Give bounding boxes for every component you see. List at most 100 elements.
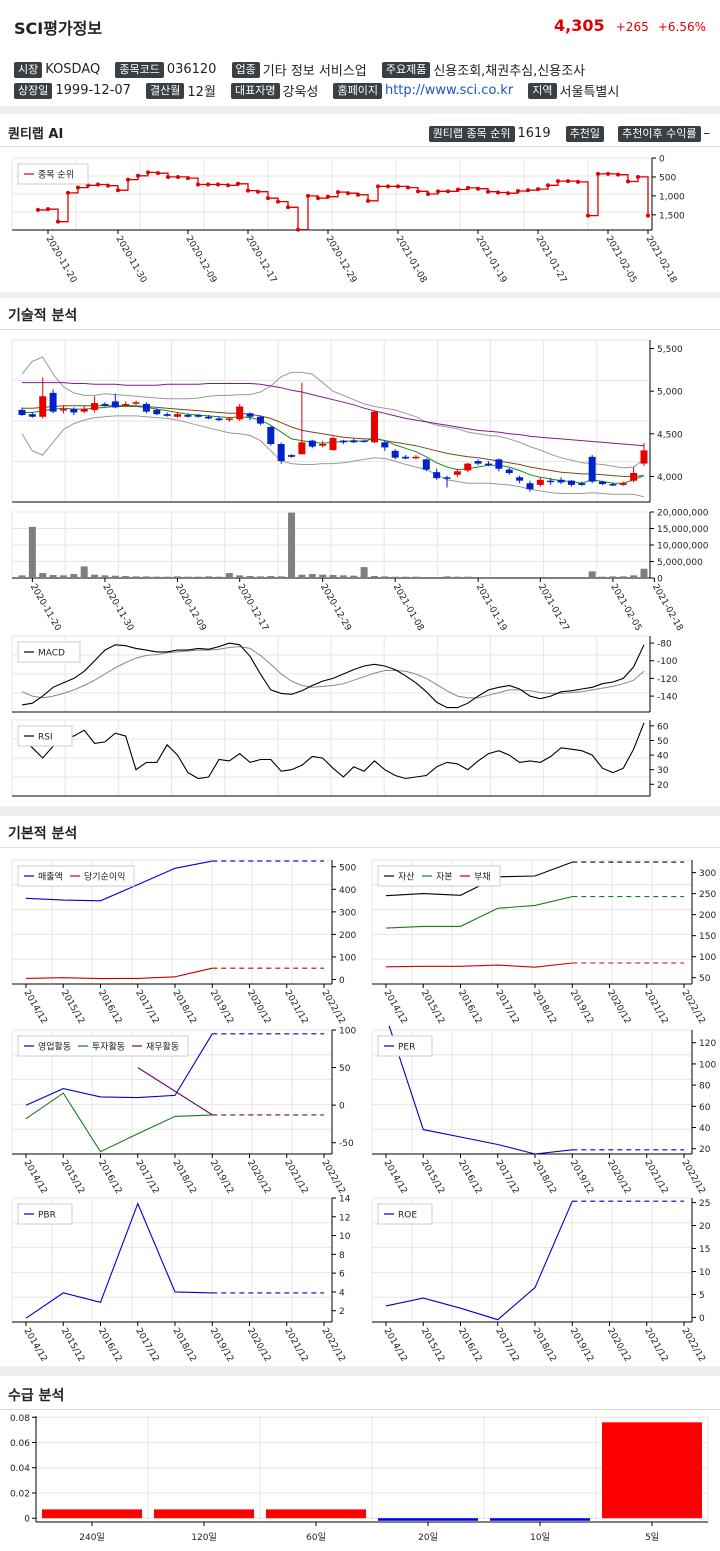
candle-body [319,444,327,446]
candle-body [505,469,513,474]
x-tick-label: 2020-11-20 [43,235,78,286]
price-chart: 5,500 5,000 4,500 4,000 [11,339,683,503]
volume-bar [370,576,378,578]
legend-box [17,163,89,185]
info-label: 대표자명 [231,82,280,99]
x-tick-label: 2015/12 [419,1159,446,1196]
data-point [506,191,510,196]
y-tick-label: 14 [339,1195,351,1205]
data-point [546,183,550,188]
x-tick-label: 2016/12 [96,1327,123,1364]
y-tick-label: 0.02 [10,1489,30,1499]
info-label: 지역 [528,82,557,99]
y-tick-label: -50 [339,1139,354,1149]
data-point [286,205,290,210]
x-tick-label: 2021-01-19 [474,583,509,634]
candle-body [547,480,555,483]
volume-bar [453,576,461,578]
data-point [246,188,250,193]
candle-body [609,484,617,486]
candle-body [153,409,161,415]
y-tick-label: 5,000,000 [657,558,703,568]
x-tick-label: 2022/12 [679,1159,706,1196]
volume-bar [588,571,596,578]
candle-body [39,396,47,417]
data-point [626,179,630,184]
y-tick-label: 10 [699,1268,711,1278]
info-value: 강욱성 [282,85,319,100]
data-point [56,219,60,224]
x-tick-label: 2016/12 [456,1159,483,1196]
legend-box [17,641,81,663]
data-point [526,188,530,193]
data-point [226,183,230,188]
x-tick-label: 2021-01-08 [393,235,428,286]
indicator-line [21,356,645,469]
legend-box [377,865,501,887]
x-tick-label: 2016/12 [456,1327,483,1364]
volume-bar [49,575,57,578]
candle-body [18,409,26,416]
stock-price: 4,305 [554,16,605,35]
x-tick-label: 2020-12-09 [183,235,218,286]
x-tick-label: 2017/12 [133,989,160,1026]
data-point [426,192,430,196]
x-tick-label: 2020/12 [245,1159,272,1196]
y-tick-label: 20,000,000 [657,509,709,519]
candle-body [474,461,482,464]
volume-bar [578,577,586,578]
candle-body [339,440,347,443]
x-tick-label: 2020/12 [245,1327,272,1364]
y-tick-label: 0.08 [10,1414,30,1424]
volume-bar [360,567,368,578]
candle-body [640,450,648,464]
candle-body [381,442,389,448]
candle-body [174,414,181,417]
candle-body [277,444,285,462]
quantlab-title: 퀀티랩 AI [8,127,64,142]
x-tick-label: 2018/12 [170,989,197,1026]
x-tick-label: 2015/12 [59,1159,86,1196]
y-tick-label: 60 [657,722,669,732]
volume-bar [516,577,524,578]
x-tick-label: 5일 [645,1532,659,1543]
x-tick-label: 2017/12 [133,1327,160,1364]
candle-body [630,473,638,481]
assets-chart: 300 250 200 150 100 50 2014/12 2015/12 2016/12 20… [371,859,716,1026]
candle-body [205,416,213,419]
data-point [616,172,620,177]
section-title-technical: 기술적 분석 [8,308,78,324]
candle-body [495,459,503,469]
x-tick-label: 60일 [306,1532,326,1543]
volume-bar [433,577,441,578]
x-tick-label: 2019/12 [568,989,595,1026]
data-point [266,196,270,201]
data-point [116,188,120,193]
y-tick-label: 100 [699,953,716,963]
fundamental-panel: 기본적 분석 500 400 300 200 100 0 2014/12 2015/12 201… [0,816,720,1366]
section-title-supply: 수급 분석 [8,1388,65,1404]
volume-bar [59,575,67,578]
x-tick-label: 2020-11-30 [100,583,135,634]
volume-bar [526,577,534,578]
data-point [356,192,360,197]
homepage-link[interactable]: http://www.sci.co.kr [384,83,514,98]
series-line [25,1092,213,1153]
info-value: 036120 [166,62,217,77]
x-tick-label: 2014/12 [381,989,408,1026]
volume-bar [28,526,36,578]
x-tick-label: 2020-12-17 [235,583,270,633]
data-point [316,196,320,201]
series-line [385,962,573,968]
candle-body [557,479,565,483]
y-tick-label: 1,500 [659,211,685,221]
x-tick-label: 2014/12 [21,989,48,1026]
y-tick-label: 15,000,000 [657,525,709,535]
candle-body [215,418,223,421]
data-point [476,186,480,191]
x-tick-label: 2015/12 [59,989,86,1026]
volume-bar [267,576,275,578]
candle-body [236,406,244,420]
y-tick-label: 40 [699,1124,711,1134]
legend-label: 종목 순위 [38,170,74,181]
